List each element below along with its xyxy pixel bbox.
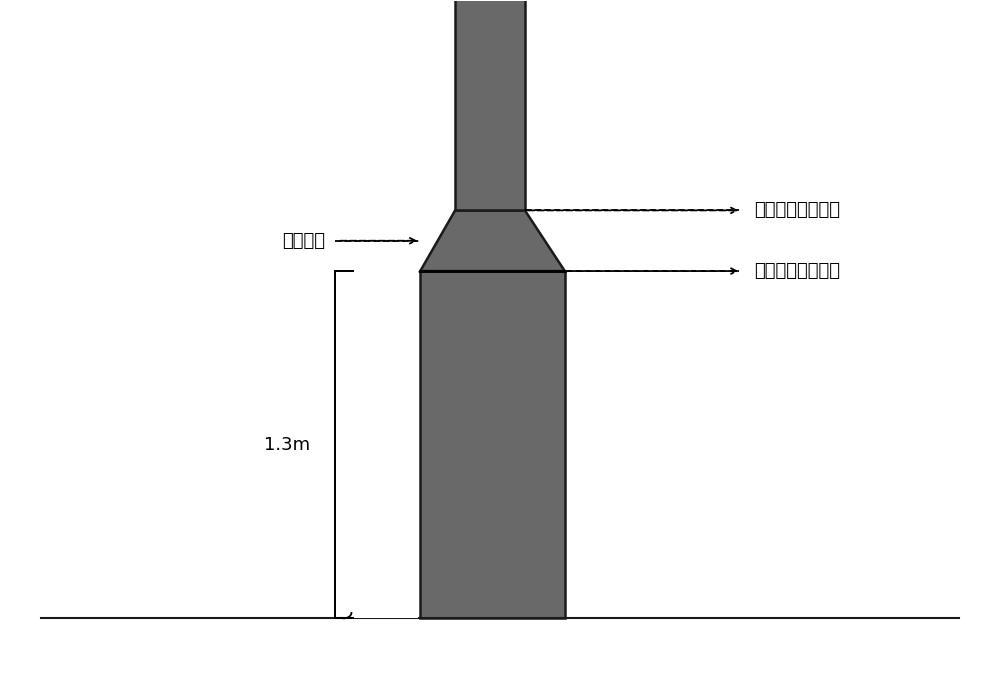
Text: 品种胸径测量部位: 品种胸径测量部位 [754,201,840,219]
Text: 对照胸径测量部位: 对照胸径测量部位 [754,262,840,280]
Polygon shape [420,271,565,618]
Text: 1.3m: 1.3m [264,436,311,454]
Polygon shape [353,271,418,618]
Polygon shape [420,211,565,271]
Text: 嫁接部位: 嫁接部位 [282,232,325,250]
Polygon shape [455,0,525,211]
